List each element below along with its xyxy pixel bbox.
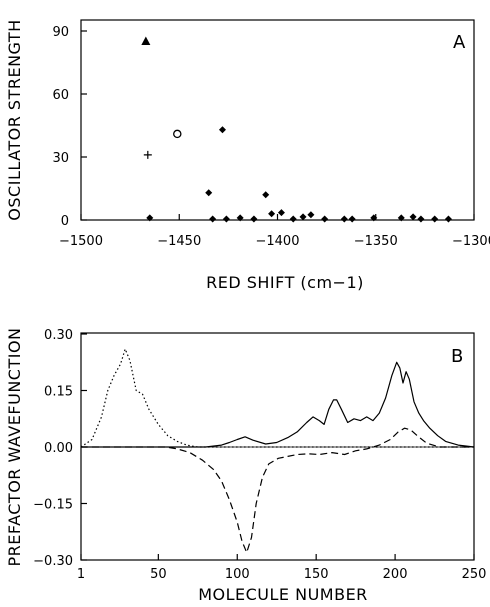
data-point-diamond	[262, 191, 270, 199]
panel-b-x-ticks: 1 50 100 150 200 250	[77, 554, 487, 582]
data-point-diamond	[209, 215, 217, 223]
panel-b-y-tick-label: 0.15	[44, 385, 73, 400]
panel-b-y-ticks: 0.30 0.15 0.00 −0.15 −0.30	[33, 328, 87, 569]
data-point-diamond	[444, 215, 452, 223]
data-point-diamond	[417, 215, 425, 223]
panel-a-tag: A	[453, 32, 466, 53]
panel-a-xlabel: RED SHIFT (cm−1)	[206, 273, 364, 292]
panel-b-tag: B	[451, 346, 463, 367]
panel-b-y-tick-label: −0.30	[33, 554, 73, 569]
panel-b-x-tick-label: 150	[304, 567, 329, 582]
data-point-diamond	[340, 215, 348, 223]
panel-b-y-tick-label: 0.00	[44, 441, 73, 456]
panel-a-y-tick-label: 30	[52, 151, 69, 166]
panel-a-ylabel: OSCILLATOR STRENGTH	[5, 19, 24, 220]
data-point-diamond	[299, 213, 307, 221]
series-line-dashed	[81, 427, 474, 554]
panel-b-y-tick-label: 0.30	[44, 328, 73, 343]
data-point-diamond	[205, 189, 213, 197]
data-point-diamond	[370, 214, 378, 222]
panel-b-x-tick-label: 1	[77, 567, 85, 582]
panel-b-ylabel: PREFACTOR WAVEFUNCTION	[5, 327, 24, 566]
panel-a-x-tick-label: −1450	[157, 234, 201, 249]
panel-a: A RED SHIFT (cm−1) OSCILLATOR STRENGTH −…	[5, 19, 490, 292]
series-line-solid	[81, 361, 475, 448]
panel-b: B MOLECULE NUMBER PREFACTOR WAVEFUNCTION…	[5, 327, 486, 604]
data-point-diamond	[222, 215, 230, 223]
panel-b-x-tick-label: 250	[462, 567, 487, 582]
data-point-diamond	[397, 214, 405, 222]
panel-a-y-ticks: 0 30 60 90	[52, 25, 87, 229]
data-point-diamond	[250, 215, 258, 223]
series-line-dotted	[80, 348, 474, 448]
panel-b-x-tick-label: 50	[150, 567, 167, 582]
data-point-diamond	[431, 215, 439, 223]
data-point-diamond	[409, 213, 417, 221]
panel-a-y-tick-label: 0	[61, 214, 69, 229]
panel-b-lines	[80, 348, 475, 554]
panel-a-points	[141, 36, 452, 223]
panel-a-y-tick-label: 60	[52, 88, 69, 103]
panel-a-x-tick-label: −1500	[59, 234, 103, 249]
data-point-diamond	[268, 210, 276, 218]
panel-b-y-tick-label: −0.15	[33, 498, 73, 513]
data-point-diamond	[146, 214, 154, 222]
panel-b-xlabel: MOLECULE NUMBER	[198, 585, 368, 604]
data-point-diamond	[277, 209, 285, 217]
panel-a-y-tick-label: 90	[52, 25, 69, 40]
data-point-triangle	[141, 36, 151, 45]
data-point-diamond	[289, 215, 297, 223]
data-point-diamond	[321, 215, 329, 223]
data-point-open-circle	[173, 129, 182, 139]
data-point-diamond	[348, 215, 356, 223]
data-point-plus	[143, 150, 152, 159]
data-point-diamond	[307, 211, 315, 219]
data-point-diamond	[218, 126, 226, 134]
data-point-diamond	[236, 214, 244, 222]
panel-b-x-tick-label: 100	[225, 567, 250, 582]
panel-a-x-tick-label: −1400	[256, 234, 300, 249]
panel-a-frame	[80, 19, 475, 221]
panel-a-x-tick-label: −1350	[354, 234, 398, 249]
panel-b-x-tick-label: 200	[383, 567, 408, 582]
